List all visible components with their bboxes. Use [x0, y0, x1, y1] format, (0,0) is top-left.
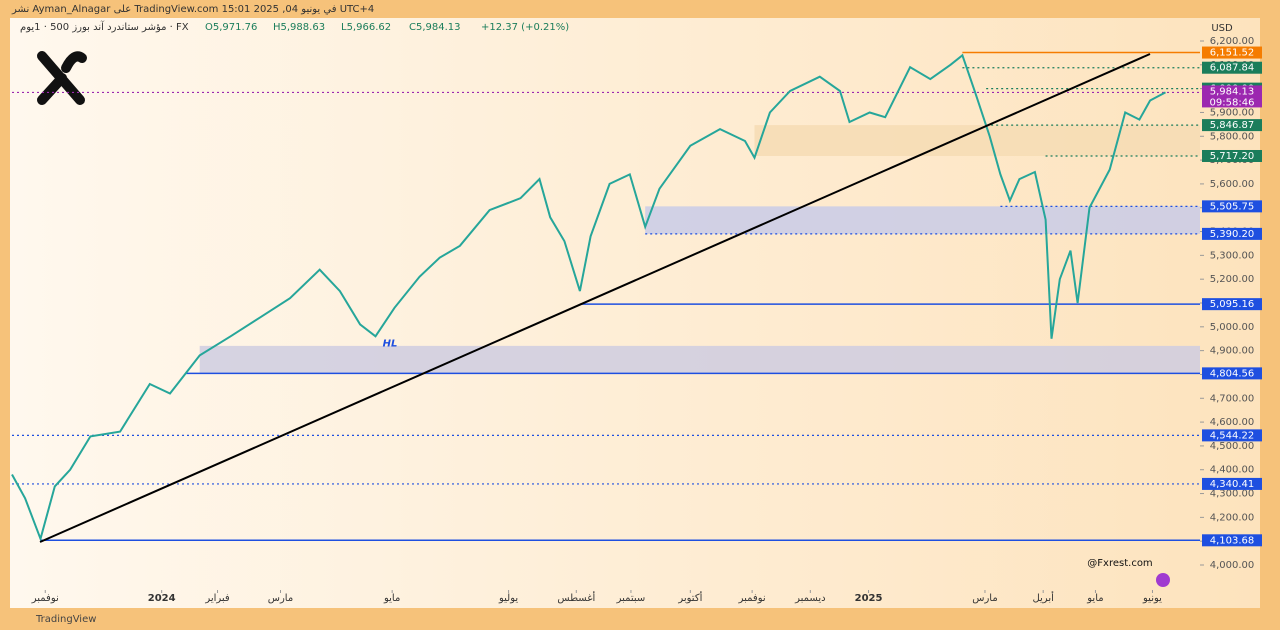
annotation: HL — [383, 338, 398, 349]
ohlc: O5,971.76 H5,988.63 L5,966.62 C5,984.13 +12.… — [205, 22, 569, 33]
level-label: 4,544.22 — [1210, 430, 1255, 441]
level-label-box — [1202, 149, 1262, 162]
y-tick-label: 5,300.00 — [1210, 250, 1255, 261]
price-line — [11, 53, 1166, 543]
x-tick-label: يوليو — [498, 593, 518, 604]
x-tick-label: يونيو — [1142, 593, 1162, 604]
trendline — [39, 53, 1151, 543]
level-label-box — [1202, 85, 1262, 108]
level-label-box — [1202, 298, 1262, 311]
x-tick-label: 2024 — [148, 593, 176, 604]
x-tick-label: مايو — [1086, 593, 1103, 604]
level-label-box — [1202, 46, 1262, 59]
x-tick-label: ديسمبر — [794, 593, 825, 604]
currency: USD — [1211, 23, 1233, 34]
y-tick-label: 4,400.00 — [1210, 465, 1255, 476]
y-tick-label: 5,000.00 — [1210, 322, 1255, 333]
symbol: مؤشر ستاندرد آند بورز 500 · 1يوم · FX — [20, 20, 189, 33]
y-tick-label: 4,600.00 — [1210, 417, 1255, 428]
x-tick-label: أكتوبر — [677, 591, 702, 604]
y-tick-label: 5,600.00 — [1210, 179, 1255, 190]
y-tick-label: 4,000.00 — [1210, 560, 1255, 571]
ohlc-value: O5,971.76 — [205, 22, 257, 33]
y-tick-label: 4,700.00 — [1210, 393, 1255, 404]
level-label: 5,095.16 — [1210, 299, 1255, 310]
level-label: 5,390.20 — [1210, 229, 1255, 240]
x-tick-label: مارس — [972, 593, 997, 604]
chart-background — [10, 18, 1260, 608]
y-tick-label: 5,200.00 — [1210, 274, 1255, 285]
zone — [645, 206, 1200, 234]
level-label-box — [1202, 477, 1262, 490]
zone — [199, 345, 1201, 374]
x-tick-label: أغسطس — [557, 591, 595, 604]
y-tick-label: 4,300.00 — [1210, 489, 1255, 500]
level-label: 4,804.56 — [1210, 368, 1255, 379]
watermark: @Fxrest.com — [1087, 558, 1152, 569]
countdown: 09:58:46 — [1210, 97, 1255, 108]
level-label: 5,505.75 — [1210, 201, 1255, 212]
y-tick-label: 5,900.00 — [1210, 107, 1255, 118]
level-label: 5,846.87 — [1210, 120, 1255, 131]
x-tick-label: فبراير — [204, 593, 230, 604]
x-tick-label: مايو — [383, 593, 400, 604]
level-label-box — [1202, 227, 1262, 240]
level-label: 6,087.84 — [1210, 63, 1255, 74]
level-label: 4,103.68 — [1210, 535, 1255, 546]
y-tick-label: 4,900.00 — [1210, 346, 1255, 357]
publisher: نشر Ayman_Alnagar على TradingView.com 15… — [11, 4, 374, 15]
x-tick-label: 2025 — [855, 593, 883, 604]
level-label-box — [1202, 61, 1262, 74]
level-label: 5,717.20 — [1210, 151, 1255, 162]
ohlc-value: +12.37 (+0.21%) — [481, 22, 569, 33]
level-label-box — [1202, 119, 1262, 132]
x-tick-label: نوفمبر — [738, 593, 766, 604]
x-tick-label: أبريل — [1032, 591, 1054, 604]
ohlc-value: C5,984.13 — [409, 22, 461, 33]
y-tick-label: 6,200.00 — [1210, 36, 1255, 47]
level-label: 6,151.52 — [1210, 48, 1255, 59]
y-tick-label: 4,200.00 — [1210, 512, 1255, 523]
level-label-box — [1202, 200, 1262, 213]
ohlc-value: L5,966.62 — [341, 22, 391, 33]
level-label: 5,984.13 — [1210, 86, 1255, 97]
x-tick-label: سبتمبر — [616, 593, 646, 604]
y-tick-label: 5,800.00 — [1210, 131, 1255, 142]
level-label-box — [1202, 429, 1262, 442]
x-tick-label: مارس — [268, 593, 293, 604]
ohlc-value: H5,988.63 — [273, 22, 325, 33]
level-label-box — [1202, 534, 1262, 547]
level-label-box — [1202, 367, 1262, 380]
y-tick-label: 4,500.00 — [1210, 441, 1255, 452]
footer: TradingView — [35, 614, 96, 625]
level-label: 4,340.41 — [1210, 479, 1255, 490]
icon — [1156, 573, 1170, 587]
x-tick-label: نوفمبر — [31, 593, 59, 604]
